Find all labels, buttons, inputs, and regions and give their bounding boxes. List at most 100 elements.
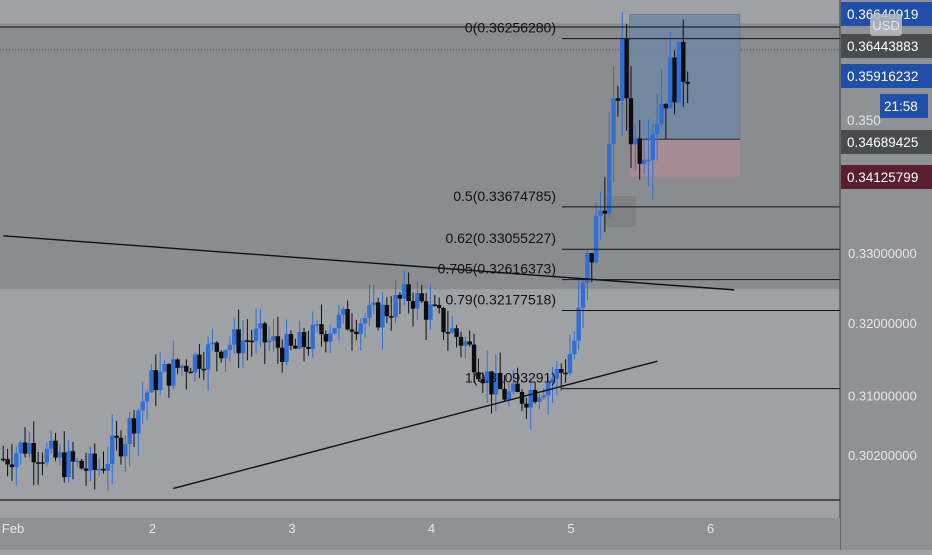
currency-badge[interactable]: USD	[870, 14, 902, 36]
candle-down[interactable]	[637, 138, 642, 164]
support-trendline[interactable]	[173, 360, 658, 490]
candle-up[interactable]	[641, 159, 647, 164]
candle-up[interactable]	[57, 452, 63, 458]
candle-up[interactable]	[27, 443, 32, 454]
price-tag[interactable]: 0.34689425	[841, 130, 932, 154]
candle-up[interactable]	[550, 378, 555, 384]
candle-up[interactable]	[210, 342, 215, 345]
candle-down[interactable]	[524, 403, 529, 408]
candle-up[interactable]	[88, 453, 93, 471]
candle-down[interactable]	[445, 332, 451, 334]
candle-down[interactable]	[275, 336, 281, 348]
candle-down[interactable]	[410, 301, 416, 309]
candle-up[interactable]	[511, 383, 516, 392]
candle-up[interactable]	[140, 401, 145, 411]
candle-down[interactable]	[589, 253, 594, 263]
candle-up[interactable]	[646, 159, 651, 162]
candle-up[interactable]	[127, 418, 132, 445]
candle-up[interactable]	[650, 134, 655, 160]
candle-up[interactable]	[223, 350, 228, 359]
candle-down[interactable]	[188, 371, 193, 374]
candle-down[interactable]	[489, 371, 494, 395]
candle-up[interactable]	[18, 442, 23, 454]
candle-up[interactable]	[620, 39, 625, 101]
candle-up[interactable]	[162, 363, 167, 372]
candle-up[interactable]	[580, 282, 586, 308]
candle-down[interactable]	[319, 324, 324, 335]
candle-up[interactable]	[136, 410, 141, 434]
candle-up[interactable]	[232, 329, 237, 345]
candle-up[interactable]	[367, 304, 372, 319]
candle-up[interactable]	[227, 344, 233, 351]
candle-down[interactable]	[515, 383, 520, 392]
candle-up[interactable]	[585, 253, 590, 283]
candle-up[interactable]	[14, 453, 19, 468]
candle-up[interactable]	[415, 293, 420, 309]
price-tag[interactable]: 0.350	[847, 113, 881, 128]
candle-down[interactable]	[197, 354, 202, 369]
candle-down[interactable]	[280, 347, 285, 362]
candle-up[interactable]	[310, 324, 315, 349]
candle-down[interactable]	[83, 468, 89, 471]
candle-up[interactable]	[463, 341, 468, 346]
candle-down[interactable]	[384, 304, 390, 317]
candle-down[interactable]	[293, 345, 298, 349]
candle-down[interactable]	[301, 331, 307, 347]
candle-down[interactable]	[349, 329, 355, 332]
candle-up[interactable]	[314, 324, 320, 326]
candle-down[interactable]	[53, 440, 58, 458]
candle-down[interactable]	[354, 331, 359, 335]
candle-down[interactable]	[306, 346, 311, 349]
candle-down[interactable]	[1, 458, 6, 461]
candle-up[interactable]	[179, 365, 185, 368]
candle-down[interactable]	[375, 302, 381, 328]
candle-down[interactable]	[563, 372, 568, 375]
candle-down[interactable]	[681, 41, 686, 82]
candle-up[interactable]	[633, 138, 638, 145]
candle-up[interactable]	[493, 373, 499, 395]
countdown-tag[interactable]: 21:58	[880, 94, 928, 118]
candle-down[interactable]	[432, 304, 438, 306]
candle-up[interactable]	[171, 359, 176, 386]
candle-up[interactable]	[110, 435, 115, 465]
candle-down[interactable]	[245, 340, 250, 342]
candle-up[interactable]	[598, 210, 603, 216]
candle-up[interactable]	[593, 215, 599, 263]
candle-up[interactable]	[271, 336, 276, 341]
candle-down[interactable]	[79, 460, 84, 469]
candle-down[interactable]	[236, 329, 241, 354]
candle-down[interactable]	[628, 98, 634, 145]
candle-up[interactable]	[96, 468, 102, 471]
candle-down[interactable]	[114, 435, 119, 438]
candle-down[interactable]	[153, 370, 159, 391]
candle-down[interactable]	[101, 468, 106, 471]
candle-down[interactable]	[62, 452, 67, 478]
candle-down[interactable]	[214, 342, 220, 352]
candle-up[interactable]	[576, 307, 581, 341]
candle-down[interactable]	[118, 437, 124, 457]
candle-up[interactable]	[205, 344, 211, 370]
position-stop-zone[interactable]	[629, 139, 740, 177]
candle-up[interactable]	[297, 331, 302, 349]
candle-down[interactable]	[389, 316, 394, 318]
candle-down[interactable]	[201, 368, 206, 371]
candle-down[interactable]	[498, 373, 503, 389]
candle-down[interactable]	[685, 81, 690, 84]
candle-down[interactable]	[454, 328, 459, 337]
candle-down[interactable]	[288, 334, 294, 346]
candle-up[interactable]	[402, 284, 407, 299]
candle-up[interactable]	[284, 334, 289, 362]
candle-up[interactable]	[572, 340, 577, 355]
candle-down[interactable]	[92, 453, 97, 470]
candle-down[interactable]	[467, 341, 472, 345]
candle-up[interactable]	[258, 323, 263, 329]
candle-down[interactable]	[5, 459, 10, 465]
candle-up[interactable]	[362, 318, 368, 324]
candle-up[interactable]	[327, 333, 333, 342]
candle-up[interactable]	[240, 340, 246, 354]
candle-down[interactable]	[532, 389, 538, 402]
candle-up[interactable]	[659, 103, 664, 124]
candle-up[interactable]	[393, 294, 398, 318]
